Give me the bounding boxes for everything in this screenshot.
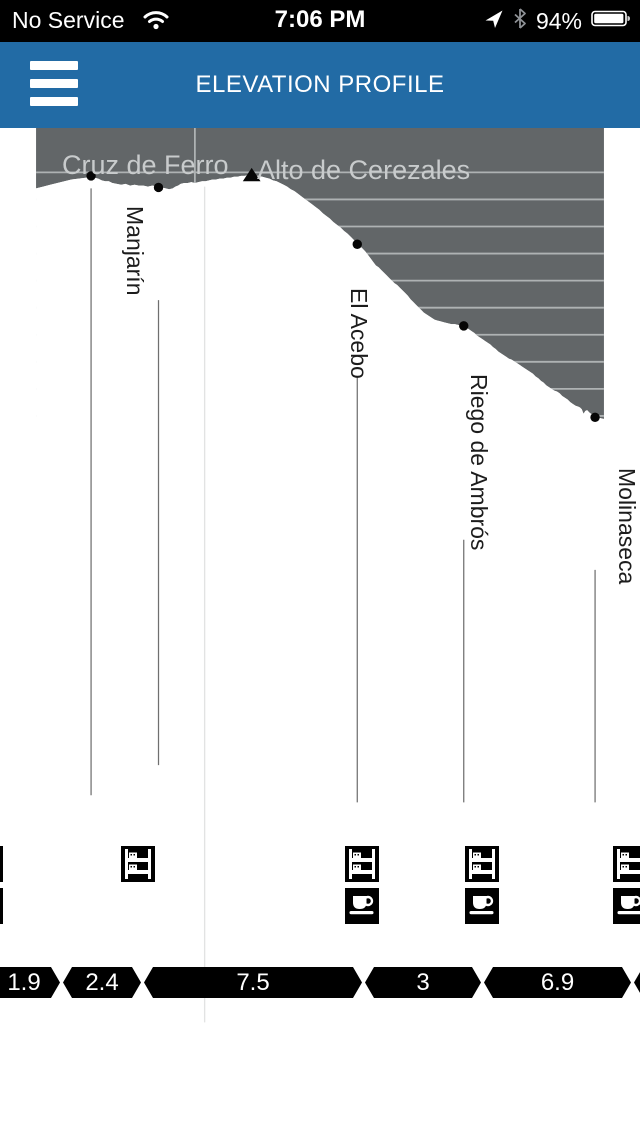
waypoint-label: El Acebo (346, 288, 372, 379)
distance-segment (634, 967, 640, 998)
waypoint-label: Manjarín (122, 206, 148, 296)
hamburger-menu-icon[interactable] (30, 61, 78, 107)
waypoint-dot (153, 182, 164, 193)
cafe-icon (0, 888, 3, 924)
bluetooth-icon (513, 8, 527, 34)
cafe-icon (613, 888, 640, 924)
page-title: ELEVATION PROFILE (195, 71, 445, 98)
status-right-cluster: 94% (484, 0, 632, 42)
location-arrow-icon (484, 9, 504, 34)
distance-segment: 1.9 (0, 967, 60, 998)
hostel-bed-icon (613, 846, 640, 882)
status-bar: No Service 7:06 PM 94% (0, 0, 640, 42)
terrain-area (36, 175, 604, 1026)
waypoint-dot (459, 321, 469, 331)
sky-area (36, 128, 604, 420)
wifi-icon (142, 9, 170, 35)
waypoint-label: Riego de Ambrós (466, 374, 492, 551)
waypoint-label: Alto de Cerezales (257, 155, 471, 185)
waypoint-dot (86, 171, 96, 181)
waypoint-dot (352, 239, 362, 249)
battery-icon (591, 8, 632, 34)
cafe-icon (465, 888, 499, 924)
hostel-bed-icon (345, 846, 379, 882)
elevation-chart-canvas (36, 128, 604, 1026)
clock: 7:06 PM (274, 6, 366, 33)
waypoint-dot (590, 412, 600, 422)
hostel-bed-icon (465, 846, 499, 882)
waypoint-label: Cruz de Ferro (62, 150, 229, 180)
distance-segment: 7.5 (144, 967, 362, 998)
nav-header: ELEVATION PROFILE (0, 42, 640, 128)
distance-segment: 2.4 (63, 967, 141, 998)
carrier-label: No Service (12, 7, 125, 33)
waypoint-label: Molinaseca (614, 468, 640, 585)
hostel-bed-icon (0, 846, 3, 882)
hostel-bed-icon (121, 846, 155, 882)
elevation-chart[interactable]: Cruz de Ferro Manjarín Alto de Cerezales El… (0, 128, 640, 1136)
peak-triangle-marker (242, 167, 261, 182)
battery-percent-label: 94% (535, 7, 582, 34)
distance-segment: 3 (365, 967, 481, 998)
cafe-icon (345, 888, 379, 924)
distance-segment: 6.9 (484, 967, 631, 998)
